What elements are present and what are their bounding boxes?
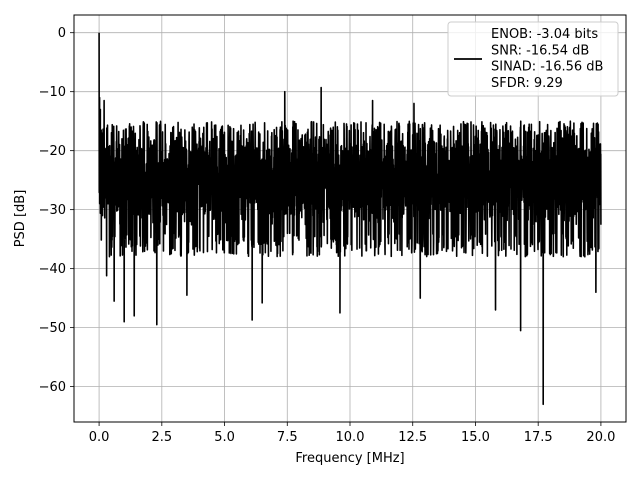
legend-label: ENOB: -3.04 bits SNR: -16.54 dB SINAD: -16…: [491, 27, 603, 91]
x-tick-label: 7.5: [277, 430, 298, 445]
y-tick-label: −30: [39, 203, 66, 218]
y-tick-label: −60: [39, 380, 66, 395]
x-tick-label: 10.0: [336, 430, 365, 445]
y-tick-label: −50: [39, 321, 66, 336]
x-tick-label: 17.5: [524, 430, 553, 445]
y-axis-label: PSD [dB]: [13, 190, 28, 248]
psd-line: [98, 32, 602, 406]
y-tick-label: −40: [39, 262, 66, 277]
x-tick-label: 20.0: [586, 430, 615, 445]
x-axis: 0.0 2.5 5.0 7.5 10.0 12.5 15.0 17.5 20.0: [89, 422, 615, 445]
x-tick-label: 5.0: [214, 430, 235, 445]
y-axis: 0 −10 −20 −30 −40 −50 −60: [39, 26, 74, 395]
y-tick-label: 0: [58, 26, 66, 41]
x-tick-label: 15.0: [461, 430, 490, 445]
plot-area: [98, 32, 602, 406]
y-tick-label: −20: [39, 144, 66, 159]
legend: ENOB: -3.04 bits SNR: -16.54 dB SINAD: -16…: [447, 21, 619, 97]
x-tick-label: 0.0: [89, 430, 110, 445]
x-tick-label: 12.5: [398, 430, 427, 445]
y-tick-label: −10: [39, 85, 66, 100]
x-axis-label: Frequency [MHz]: [295, 451, 404, 466]
legend-box: [447, 21, 619, 97]
x-tick-label: 2.5: [151, 430, 172, 445]
